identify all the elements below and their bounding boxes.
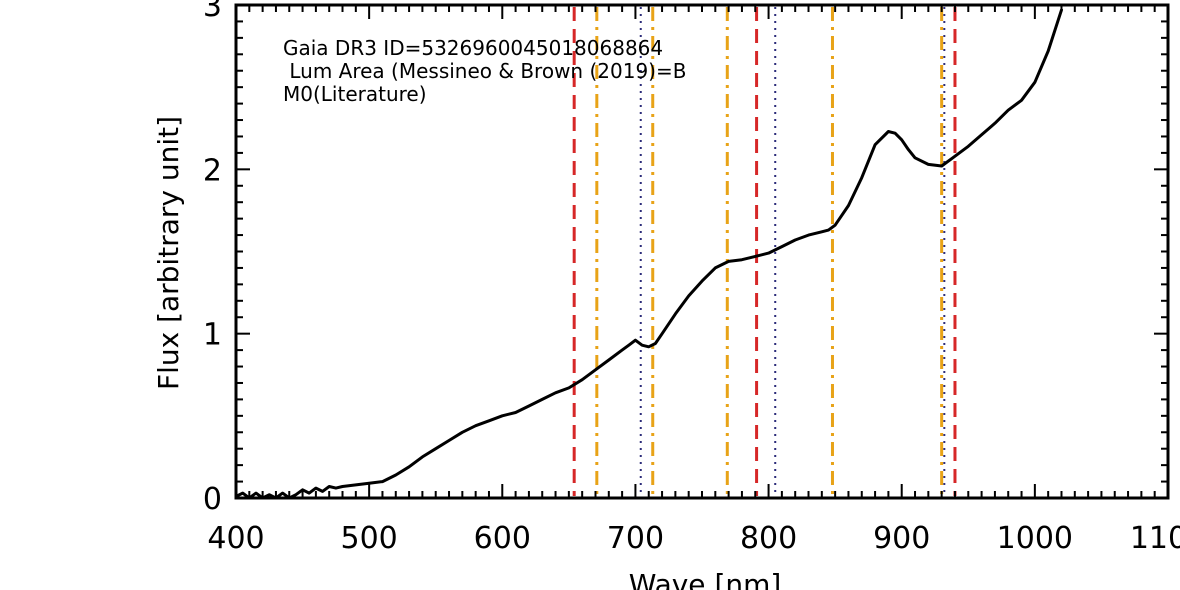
reference-lines — [572, 7, 957, 496]
y-tick-label: 2 — [203, 153, 222, 188]
x-tick-label: 800 — [740, 521, 797, 556]
annotation-lum-area: Lum Area (Messineo & Brown (2019)=B — [283, 59, 686, 83]
axis-ticks — [235, 4, 1169, 499]
y-tick-label: 3 — [203, 0, 222, 24]
annotation-gaia-id: Gaia DR3 ID=5326960045018068864 — [283, 36, 663, 60]
y-tick-label: 0 — [203, 482, 222, 517]
x-tick-label: 1000 — [997, 521, 1073, 556]
x-axis-title: Wave [nm] — [629, 568, 782, 590]
x-tick-label: 700 — [607, 521, 664, 556]
x-tick-label: 600 — [474, 521, 531, 556]
x-tick-label: 400 — [207, 521, 264, 556]
y-tick-label: 1 — [203, 318, 222, 353]
annotation-spectral-type: M0(Literature) — [283, 82, 427, 106]
x-tick-label: 500 — [341, 521, 398, 556]
y-axis-title: Flux [arbitrary unit] — [152, 116, 185, 390]
series-line-0 — [236, 8, 1063, 498]
series-layer — [236, 8, 1063, 498]
x-tick-label: 900 — [873, 521, 930, 556]
